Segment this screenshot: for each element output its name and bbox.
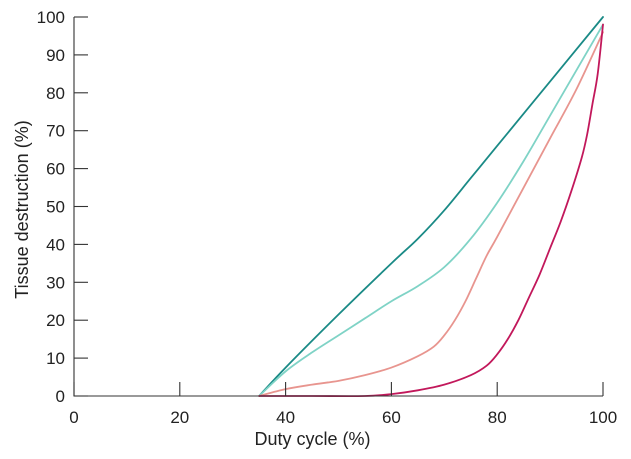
series-line-1 xyxy=(258,16,604,397)
y-tick-label: 10 xyxy=(46,349,65,368)
y-tick-label: 30 xyxy=(46,273,65,292)
y-tick-label: 20 xyxy=(46,311,65,330)
x-tick-label: 60 xyxy=(382,408,401,427)
x-tick-label: 80 xyxy=(488,408,507,427)
y-tick-label: 80 xyxy=(46,84,65,103)
y-tick-label: 60 xyxy=(46,160,65,179)
x-axis-ticks: 0 20 40 60 80 100 xyxy=(69,382,617,427)
series-line-4 xyxy=(258,23,604,398)
axes-frame xyxy=(73,17,603,397)
x-tick-label: 100 xyxy=(589,408,617,427)
series-line-3 xyxy=(258,31,604,397)
series-line-2 xyxy=(258,23,604,397)
y-axis-label: Tissue destruction (%) xyxy=(12,120,32,298)
y-axis-ticks: 0 10 20 30 40 50 60 70 80 90 100 xyxy=(37,8,88,406)
x-axis-label: Duty cycle (%) xyxy=(254,429,370,449)
y-tick-label: 100 xyxy=(37,8,65,27)
series-layer xyxy=(258,16,604,398)
y-tick-label: 50 xyxy=(46,198,65,217)
y-tick-label: 0 xyxy=(56,387,65,406)
y-tick-label: 70 xyxy=(46,122,65,141)
x-tick-label: 0 xyxy=(69,408,78,427)
y-tick-label: 90 xyxy=(46,46,65,65)
x-tick-label: 20 xyxy=(170,408,189,427)
x-tick-label: 40 xyxy=(276,408,295,427)
y-tick-label: 40 xyxy=(46,235,65,254)
